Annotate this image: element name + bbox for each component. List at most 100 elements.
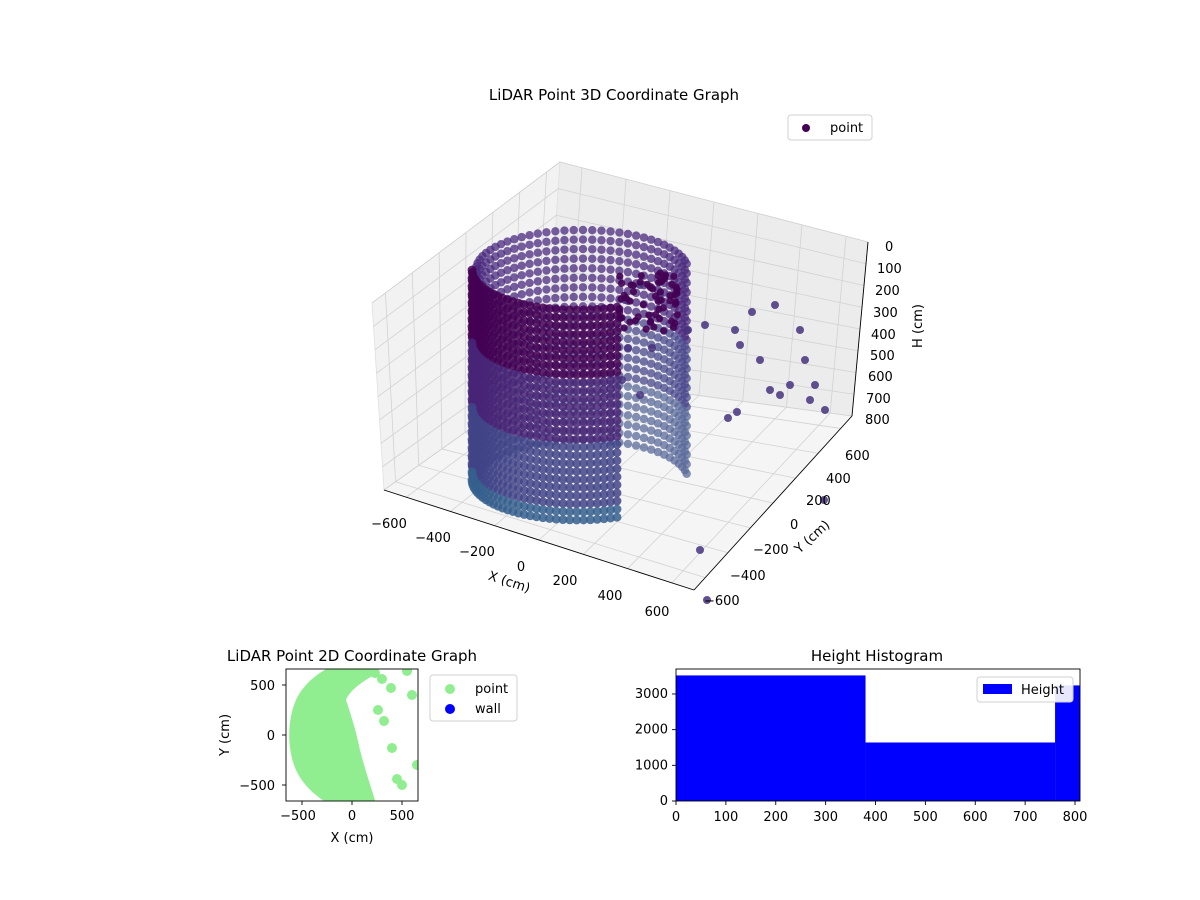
cloud-point: [786, 381, 794, 389]
cloud-point: [613, 408, 622, 417]
cloud-point: [615, 238, 623, 246]
cloud-point: [569, 245, 577, 253]
cloud-point: [660, 327, 667, 334]
cloud-point: [613, 351, 622, 360]
cloud-point: [525, 269, 533, 277]
cloud-point: [771, 301, 779, 309]
cloud-point: [672, 301, 679, 308]
cloud-point: [613, 424, 622, 433]
cloud-point: [640, 338, 648, 346]
cloud-point: [606, 237, 614, 245]
histogram-y-tick-label: 3000: [635, 687, 668, 702]
cloud-point: [632, 432, 640, 440]
scatter-2d-plot: LiDAR Point 2D Coordinate Graph −500 0 5…: [218, 647, 517, 846]
cloud-point: [624, 258, 632, 266]
cloud-point: [632, 355, 640, 363]
cloud-point: [525, 250, 533, 258]
cloud-point: [617, 295, 624, 302]
cloud-point: [624, 411, 632, 419]
cloud-point: [640, 348, 648, 356]
y3d-tick-label: 600: [845, 449, 870, 464]
cloud-point: [597, 246, 605, 254]
cloud-point: [613, 513, 622, 522]
cloud-point: [618, 280, 625, 287]
z3d-tick-label: 100: [877, 262, 902, 277]
cloud-point: [613, 343, 622, 352]
cloud-point: [647, 369, 655, 377]
cloud-point: [640, 301, 647, 308]
cloud-point: [701, 321, 709, 329]
scatter-2d-point: [397, 780, 407, 790]
cloud-point: [640, 252, 648, 260]
legend-3d: point: [788, 115, 872, 140]
cloud-point: [606, 294, 614, 302]
cloud-point: [811, 381, 819, 389]
cloud-point: [525, 241, 533, 249]
cloud-point: [806, 396, 814, 404]
cloud-point: [579, 226, 587, 234]
cloud-point: [551, 284, 559, 292]
cloud-point: [525, 260, 533, 268]
cloud-point: [656, 315, 663, 322]
cloud-point: [647, 274, 655, 282]
cloud-point: [674, 311, 681, 318]
histogram-bar: [866, 742, 1056, 801]
cloud-point: [640, 415, 648, 423]
cloud-point: [613, 505, 622, 514]
cloud-point: [560, 265, 568, 273]
cloud-point: [821, 406, 829, 414]
cloud-point: [588, 293, 596, 301]
cloud-point: [647, 379, 655, 387]
cloud-point: [534, 268, 542, 276]
z3d-tick-label: 600: [868, 370, 893, 385]
chart-2d-title: LiDAR Point 2D Coordinate Graph: [227, 647, 477, 665]
cloud-point: [613, 392, 622, 401]
cloud-point: [647, 436, 655, 444]
cloud-point: [640, 405, 648, 413]
cloud-point: [632, 441, 640, 449]
cloud-point: [613, 464, 622, 473]
cloud-point: [560, 255, 568, 263]
cloud-point: [542, 247, 550, 255]
cloud-point: [579, 274, 587, 282]
cloud-point: [613, 384, 622, 393]
cloud-point: [647, 417, 655, 425]
cloud-point: [661, 273, 668, 280]
histogram-x-tick-label: 300: [813, 810, 838, 825]
histogram-x-tick-label: 700: [1013, 810, 1038, 825]
histogram-x-tick-label: 100: [713, 810, 738, 825]
cloud-point: [647, 264, 655, 272]
cloud-point: [644, 281, 651, 288]
cloud-point: [756, 356, 764, 364]
cloud-point: [597, 265, 605, 273]
cloud-point: [517, 242, 525, 250]
histogram-bar: [1055, 685, 1080, 801]
cloud-point: [613, 456, 622, 465]
histogram-x-tick-label: 0: [672, 810, 680, 825]
z3d-tick-label: 500: [870, 349, 895, 364]
cloud-point: [668, 281, 675, 288]
cloud-point: [648, 344, 656, 352]
cloud-point: [579, 264, 587, 272]
cloud-point: [628, 281, 635, 288]
cloud-point: [616, 309, 623, 316]
cloud-point: [517, 281, 525, 289]
y3d-tick-label: 0: [790, 518, 798, 533]
cloud-point: [640, 233, 648, 241]
histogram-x-tick-label: 500: [913, 810, 938, 825]
cloud-point: [597, 274, 605, 282]
y3d-tick-label: 200: [806, 494, 831, 509]
cloud-point: [597, 293, 605, 301]
cloud-point: [613, 489, 622, 498]
histogram-x-tick-label: 200: [763, 810, 788, 825]
cloud-point: [534, 277, 542, 285]
cloud-point: [606, 275, 614, 283]
histogram-y-ticks: 0100020003000: [635, 687, 668, 809]
cloud-point: [588, 283, 596, 291]
cloud-point: [640, 377, 648, 385]
y-axis-2d-ticks: −500 0 500: [239, 679, 275, 794]
z3d-tick-label: 700: [866, 392, 891, 407]
cloud-point: [632, 375, 640, 383]
cloud-point: [606, 285, 614, 293]
